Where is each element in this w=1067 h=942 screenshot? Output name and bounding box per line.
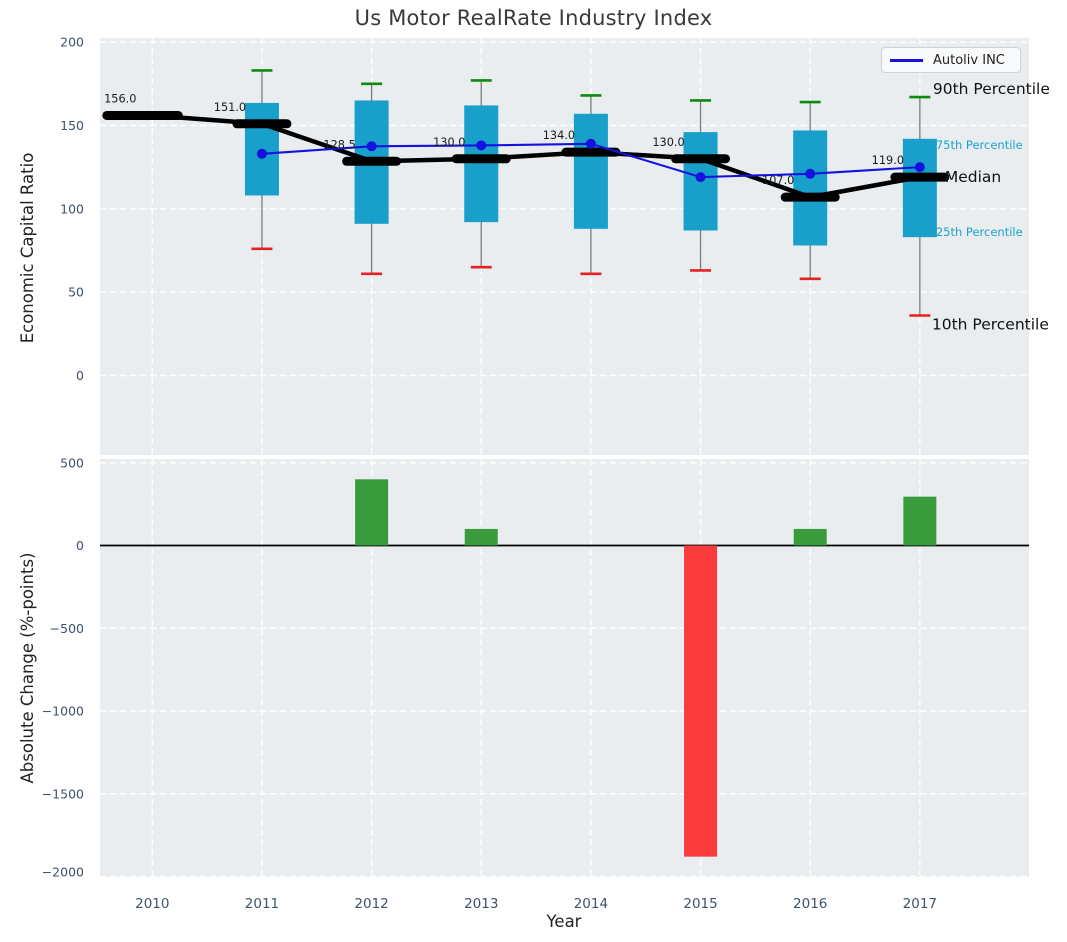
box-2013	[464, 105, 499, 223]
xtick-2010: 2010	[135, 896, 169, 912]
median-line	[152, 113, 921, 200]
annotation-p90: 90th Percentile	[933, 80, 1050, 98]
bar-2016	[793, 528, 827, 546]
company-point-2014	[585, 138, 596, 149]
chart-title: Us Motor RealRate Industry Index	[354, 6, 713, 30]
top-ytick-50: 50	[68, 285, 84, 300]
company-point-2013	[476, 140, 487, 151]
box-2014	[573, 113, 608, 229]
company-point-2016	[805, 168, 816, 179]
median-value-label-2016: 107.0	[762, 174, 794, 187]
bar-2015	[684, 545, 718, 857]
median-value-label-2017: 119.0	[872, 154, 904, 167]
annotation-p75: 75th Percentile	[936, 138, 1023, 152]
top-y-axis-label: Economic Capital Ratio	[18, 153, 37, 344]
xtick-2012: 2012	[354, 896, 388, 912]
xtick-2017: 2017	[903, 896, 937, 912]
xtick-2015: 2015	[683, 896, 717, 912]
xtick-2014: 2014	[574, 896, 608, 912]
median-value-label-2014: 134.0	[543, 129, 575, 142]
bottom-ytick-−1500: −1500	[42, 786, 84, 801]
top-ytick-100: 100	[60, 201, 84, 216]
median-value-label-2013: 130.0	[433, 136, 465, 149]
xtick-2016: 2016	[793, 896, 827, 912]
legend-label: Autoliv INC	[933, 52, 1005, 68]
top-ytick-200: 200	[60, 35, 84, 50]
box-2017	[902, 138, 937, 238]
median-value-label-2015: 130.0	[652, 136, 684, 149]
bottom-ytick-−2000: −2000	[42, 865, 84, 880]
company-point-2017	[914, 162, 925, 173]
top-ytick-0: 0	[76, 368, 84, 383]
bottom-y-axis-label: Absolute Change (%-points)	[18, 553, 37, 784]
bottom-ytick-−500: −500	[50, 621, 84, 636]
median-value-label-2011: 151.0	[214, 101, 246, 114]
annotation-median: Median	[945, 168, 1001, 186]
median-value-label-2010: 156.0	[104, 92, 136, 105]
plots-layer: 156.0 151.0 128.5 130.0 134.0 130.0 107.0 119.0…	[42, 35, 1050, 912]
top-ytick-150: 150	[60, 118, 84, 133]
box-2016	[793, 130, 828, 246]
x-axis-label: Year	[546, 912, 582, 931]
company-point-2015	[695, 172, 706, 183]
annotation-p10: 10th Percentile	[932, 315, 1049, 333]
bar-2017	[903, 496, 937, 546]
legend: Autoliv INC	[881, 47, 1021, 73]
bar-2013	[464, 528, 498, 546]
bottom-ytick-500: 500	[60, 455, 84, 470]
bottom-ytick-−1000: −1000	[42, 704, 84, 719]
legend-line-sample	[890, 58, 923, 62]
bottom-ytick-0: 0	[76, 538, 84, 553]
xtick-2011: 2011	[245, 896, 279, 912]
company-point-2012	[366, 141, 377, 152]
xtick-2013: 2013	[464, 896, 498, 912]
bottom-plot-background	[100, 459, 1029, 877]
annotation-p25: 25th Percentile	[936, 225, 1023, 239]
bar-2012	[355, 479, 389, 546]
company-point-2011	[256, 148, 267, 159]
median-value-label-2012: 128.5	[323, 138, 355, 151]
